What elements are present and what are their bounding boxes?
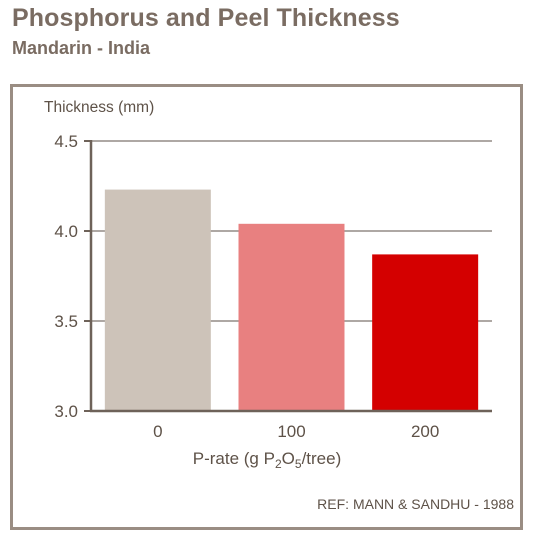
- x-tick-label: 0: [153, 422, 162, 441]
- y-tick-label: 4.0: [54, 222, 78, 241]
- x-tick-label: 100: [277, 422, 305, 441]
- bar: [372, 254, 479, 411]
- x-axis-label-part: P-rate (g P: [192, 449, 275, 468]
- y-tick-label: 4.5: [54, 132, 78, 151]
- y-tick-label: 3.5: [54, 312, 78, 331]
- bar: [104, 189, 211, 411]
- bar: [238, 223, 345, 411]
- x-axis-label-subscript: 5: [294, 457, 302, 471]
- chart-title: Phosphorus and Peel Thickness: [12, 4, 400, 32]
- x-tick-label: 200: [411, 422, 439, 441]
- chart-subtitle: Mandarin - India: [12, 38, 151, 58]
- x-axis-label: P-rate (g P2O5/tree): [0, 449, 534, 471]
- x-tick-labels: 0 100 200: [153, 422, 439, 441]
- y-axis-label: Thickness (mm): [44, 99, 155, 116]
- x-axis-label-subscript: 2: [274, 457, 282, 471]
- x-axis-label-part: O: [281, 449, 295, 468]
- x-axis-label-part: /tree): [301, 449, 342, 468]
- y-tick-label: 3.0: [54, 402, 78, 421]
- y-tick-labels: 3.0 3.5 4.0 4.5: [54, 132, 78, 421]
- axes: [84, 140, 492, 413]
- reference-note: REF: MANN & SANDHU - 1988: [317, 496, 514, 512]
- bars: [104, 189, 479, 411]
